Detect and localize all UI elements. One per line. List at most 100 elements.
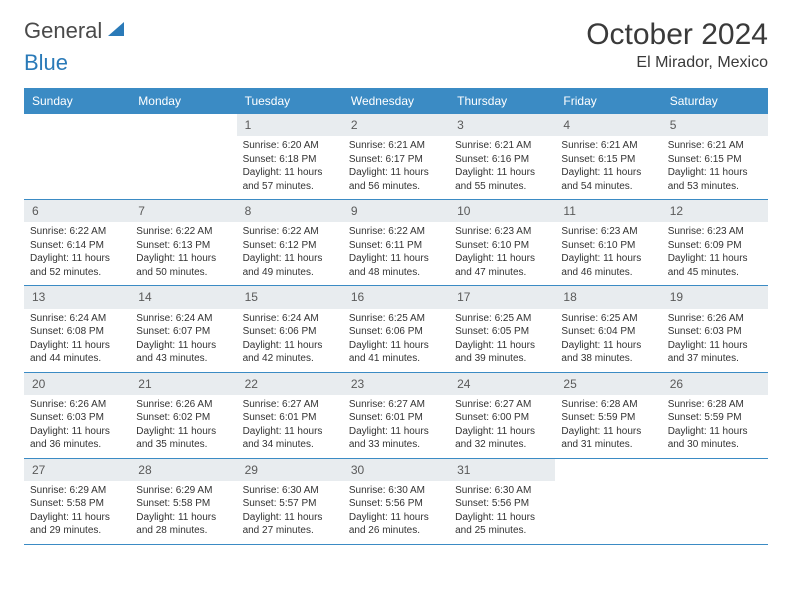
sunrise-text: Sunrise: 6:29 AM — [136, 484, 230, 498]
week-row: 1Sunrise: 6:20 AMSunset: 6:18 PMDaylight… — [24, 114, 768, 200]
sunrise-text: Sunrise: 6:22 AM — [30, 225, 124, 239]
day-cell: 10Sunrise: 6:23 AMSunset: 6:10 PMDayligh… — [449, 200, 555, 285]
daylight-text: Daylight: 11 hours and 50 minutes. — [136, 252, 230, 279]
day-cell: 8Sunrise: 6:22 AMSunset: 6:12 PMDaylight… — [237, 200, 343, 285]
day-number: 8 — [237, 200, 343, 222]
day-number: 12 — [662, 200, 768, 222]
sunrise-text: Sunrise: 6:22 AM — [136, 225, 230, 239]
dow-cell: Sunday — [24, 88, 130, 114]
day-cell: 7 Sunrise: 6:22 AMSunset: 6:13 PMDaylight… — [130, 200, 236, 285]
calendar: Sunday Monday Tuesday Wednesday Thursday… — [24, 88, 768, 545]
day-body: Sunrise: 6:29 AMSunset: 5:58 PMDaylight:… — [130, 484, 236, 538]
sunset-text: Sunset: 5:59 PM — [668, 411, 762, 425]
day-cell: 6 Sunrise: 6:22 AMSunset: 6:14 PMDaylight… — [24, 200, 130, 285]
daylight-text: Daylight: 11 hours and 39 minutes. — [455, 339, 549, 366]
day-cell — [555, 459, 661, 544]
sunset-text: Sunset: 6:08 PM — [30, 325, 124, 339]
day-cell: 23Sunrise: 6:27 AMSunset: 6:01 PMDayligh… — [343, 373, 449, 458]
daylight-text: Daylight: 11 hours and 46 minutes. — [561, 252, 655, 279]
day-body: Sunrise: 6:30 AMSunset: 5:56 PMDaylight:… — [449, 484, 555, 538]
week-row: 6Sunrise: 6:22 AMSunset: 6:14 PMDaylight… — [24, 200, 768, 286]
sunset-text: Sunset: 6:15 PM — [668, 153, 762, 167]
sunrise-text: Sunrise: 6:26 AM — [668, 312, 762, 326]
sunrise-text: Sunrise: 6:23 AM — [561, 225, 655, 239]
dow-cell: Tuesday — [237, 88, 343, 114]
logo-shape-icon — [108, 22, 124, 36]
sunrise-text: Sunrise: 6:25 AM — [349, 312, 443, 326]
day-number: 6 — [24, 200, 130, 222]
day-cell: 26Sunrise: 6:28 AMSunset: 5:59 PMDayligh… — [662, 373, 768, 458]
day-number: 19 — [662, 286, 768, 308]
day-body: Sunrise: 6:26 AMSunset: 6:03 PMDaylight:… — [662, 312, 768, 366]
day-body: Sunrise: 6:28 AMSunset: 5:59 PMDaylight:… — [662, 398, 768, 452]
daylight-text: Daylight: 11 hours and 48 minutes. — [349, 252, 443, 279]
week-row: 13 Sunrise: 6:24 AMSunset: 6:08 PMDayligh… — [24, 286, 768, 372]
daylight-text: Daylight: 11 hours and 35 minutes. — [136, 425, 230, 452]
day-number: 21 — [130, 373, 236, 395]
week-row: 27Sunrise: 6:29 AMSunset: 5:58 PMDayligh… — [24, 459, 768, 545]
sunrise-text: Sunrise: 6:30 AM — [455, 484, 549, 498]
day-body: Sunrise: 6:26 AMSunset: 6:02 PMDaylight:… — [130, 398, 236, 452]
brand-logo: General — [24, 18, 126, 44]
page-title: October 2024 — [586, 18, 768, 52]
sunset-text: Sunset: 6:14 PM — [30, 239, 124, 253]
sunrise-text: Sunrise: 6:30 AM — [243, 484, 337, 498]
day-cell: 14Sunrise: 6:24 AMSunset: 6:07 PMDayligh… — [130, 286, 236, 371]
day-number: 7 — [130, 200, 236, 222]
day-number: 13 — [24, 286, 130, 308]
sunset-text: Sunset: 6:16 PM — [455, 153, 549, 167]
day-number: 2 — [343, 114, 449, 136]
logo-text-general: General — [24, 18, 102, 44]
daylight-text: Daylight: 11 hours and 26 minutes. — [349, 511, 443, 538]
day-number: 18 — [555, 286, 661, 308]
day-number: 3 — [449, 114, 555, 136]
day-number: 9 — [343, 200, 449, 222]
sunrise-text: Sunrise: 6:21 AM — [668, 139, 762, 153]
sunset-text: Sunset: 6:13 PM — [136, 239, 230, 253]
sunset-text: Sunset: 6:01 PM — [349, 411, 443, 425]
day-cell: 27Sunrise: 6:29 AMSunset: 5:58 PMDayligh… — [24, 459, 130, 544]
day-number: 17 — [449, 286, 555, 308]
sunset-text: Sunset: 6:07 PM — [136, 325, 230, 339]
day-cell: 15Sunrise: 6:24 AMSunset: 6:06 PMDayligh… — [237, 286, 343, 371]
day-cell: 3Sunrise: 6:21 AMSunset: 6:16 PMDaylight… — [449, 114, 555, 199]
day-cell: 20Sunrise: 6:26 AMSunset: 6:03 PMDayligh… — [24, 373, 130, 458]
sunrise-text: Sunrise: 6:27 AM — [243, 398, 337, 412]
day-cell: 28Sunrise: 6:29 AMSunset: 5:58 PMDayligh… — [130, 459, 236, 544]
day-cell: 24Sunrise: 6:27 AMSunset: 6:00 PMDayligh… — [449, 373, 555, 458]
sunrise-text: Sunrise: 6:25 AM — [561, 312, 655, 326]
sunrise-text: Sunrise: 6:26 AM — [136, 398, 230, 412]
day-body: Sunrise: 6:27 AMSunset: 6:01 PMDaylight:… — [343, 398, 449, 452]
day-body: Sunrise: 6:26 AMSunset: 6:03 PMDaylight:… — [24, 398, 130, 452]
daylight-text: Daylight: 11 hours and 43 minutes. — [136, 339, 230, 366]
day-number: 22 — [237, 373, 343, 395]
day-body: Sunrise: 6:21 AMSunset: 6:17 PMDaylight:… — [343, 139, 449, 193]
day-body: Sunrise: 6:24 AMSunset: 6:08 PMDaylight:… — [24, 312, 130, 366]
day-body: Sunrise: 6:28 AMSunset: 5:59 PMDaylight:… — [555, 398, 661, 452]
daylight-text: Daylight: 11 hours and 29 minutes. — [30, 511, 124, 538]
sunrise-text: Sunrise: 6:26 AM — [30, 398, 124, 412]
sunset-text: Sunset: 6:06 PM — [243, 325, 337, 339]
day-cell: 21 Sunrise: 6:26 AMSunset: 6:02 PMDayligh… — [130, 373, 236, 458]
daylight-text: Daylight: 11 hours and 57 minutes. — [243, 166, 337, 193]
sunrise-text: Sunrise: 6:23 AM — [668, 225, 762, 239]
day-number: 11 — [555, 200, 661, 222]
day-body: Sunrise: 6:27 AMSunset: 6:01 PMDaylight:… — [237, 398, 343, 452]
day-number: 4 — [555, 114, 661, 136]
sunset-text: Sunset: 6:10 PM — [455, 239, 549, 253]
day-cell: 22 Sunrise: 6:27 AMSunset: 6:01 PMDayligh… — [237, 373, 343, 458]
day-cell: 4Sunrise: 6:21 AMSunset: 6:15 PMDaylight… — [555, 114, 661, 199]
sunrise-text: Sunrise: 6:21 AM — [349, 139, 443, 153]
daylight-text: Daylight: 11 hours and 47 minutes. — [455, 252, 549, 279]
day-number: 29 — [237, 459, 343, 481]
day-number: 15 — [237, 286, 343, 308]
daylight-text: Daylight: 11 hours and 45 minutes. — [668, 252, 762, 279]
daylight-text: Daylight: 11 hours and 41 minutes. — [349, 339, 443, 366]
day-number: 1 — [237, 114, 343, 136]
day-cell: 9Sunrise: 6:22 AMSunset: 6:11 PMDaylight… — [343, 200, 449, 285]
day-cell: 16Sunrise: 6:25 AMSunset: 6:06 PMDayligh… — [343, 286, 449, 371]
daylight-text: Daylight: 11 hours and 56 minutes. — [349, 166, 443, 193]
day-body: Sunrise: 6:22 AMSunset: 6:14 PMDaylight:… — [24, 225, 130, 279]
day-cell: 31 Sunrise: 6:30 AMSunset: 5:56 PMDayligh… — [449, 459, 555, 544]
day-number: 31 — [449, 459, 555, 481]
